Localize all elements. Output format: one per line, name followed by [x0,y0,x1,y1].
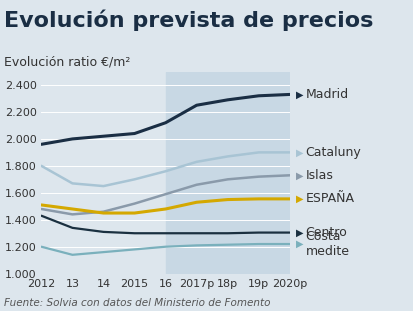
Bar [165,72,289,274]
Text: Fuente: Solvia con datos del Ministerio de Fomento: Fuente: Solvia con datos del Ministerio … [4,298,270,308]
Text: Evolución prevista de precios: Evolución prevista de precios [4,9,373,31]
Text: Centro: Centro [305,226,347,239]
Text: ▶: ▶ [295,194,303,204]
Text: ▶: ▶ [295,147,303,157]
Text: ESPAÑA: ESPAÑA [305,193,354,205]
Text: ▶: ▶ [295,228,303,238]
Text: ▶: ▶ [295,170,303,180]
Text: ▶: ▶ [295,90,303,100]
Text: Cataluny: Cataluny [305,146,361,159]
Text: ▶: ▶ [295,239,303,249]
Text: Islas: Islas [305,169,332,182]
Text: Costa
medite: Costa medite [305,230,349,258]
Text: Evolución ratio €/m²: Evolución ratio €/m² [4,56,130,69]
Text: Madrid: Madrid [305,88,348,101]
